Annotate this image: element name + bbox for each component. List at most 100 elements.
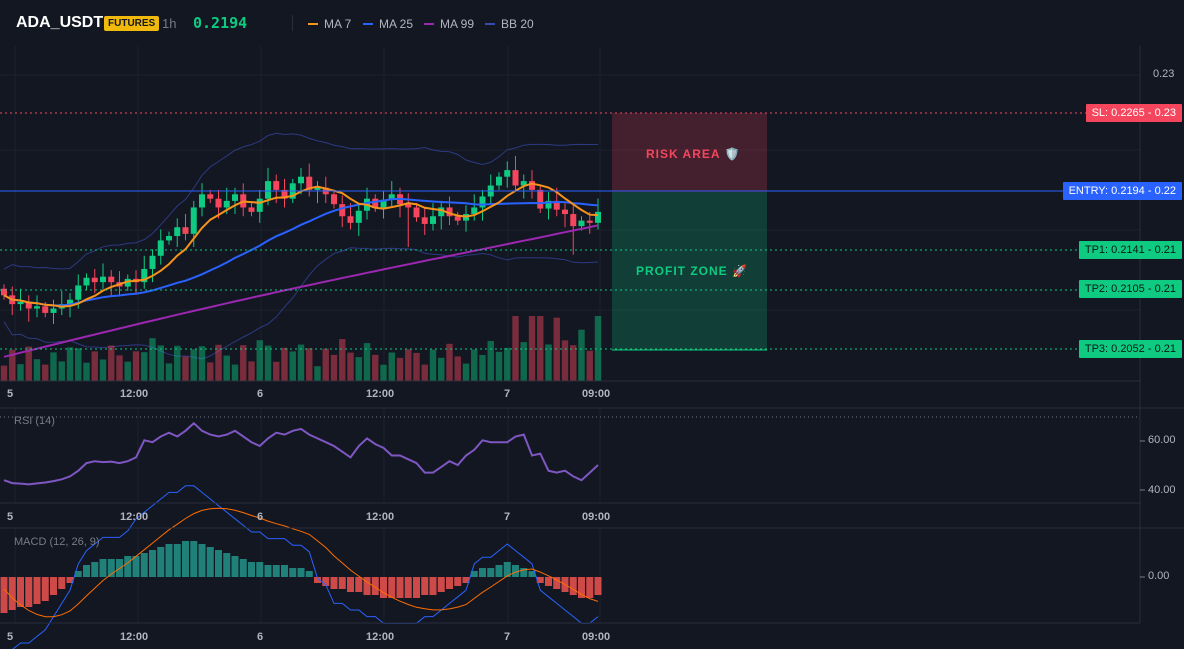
macd-label[interactable]: MACD (12, 26, 9) (14, 536, 100, 548)
volume-bar (570, 345, 577, 381)
macd-hist-bar (569, 577, 577, 595)
volume-bar (454, 356, 461, 381)
macd-hist-bar (83, 565, 90, 577)
legend-ma99[interactable]: MA 99 (424, 17, 474, 31)
symbol-name[interactable]: ADA_USDT (16, 14, 104, 31)
candle-body (50, 308, 57, 313)
bb-upper (3, 132, 598, 270)
candle-body (34, 306, 40, 309)
macd-hist-bar (99, 559, 107, 577)
candle-body (537, 189, 544, 209)
candle-body (124, 278, 131, 287)
macd-hist-bar (25, 577, 33, 607)
candle-body (578, 220, 585, 227)
volume-bars (0, 316, 602, 381)
ma25-line (3, 197, 599, 307)
volume-bar (578, 329, 585, 381)
time-axis-label: 6 (257, 511, 264, 523)
volume-bar (594, 316, 602, 381)
candle-body (504, 170, 511, 177)
volume-bar (396, 357, 404, 381)
volume-bar (561, 340, 569, 381)
candle-body (256, 198, 263, 212)
macd-hist-bar (404, 577, 412, 598)
macd-hist-bar (149, 550, 156, 577)
volume-bar (471, 349, 478, 381)
volume-bar (355, 357, 362, 381)
legend-bb20[interactable]: BB 20 (485, 17, 534, 31)
macd-hist-bar (272, 565, 280, 577)
macd-histogram (0, 541, 602, 613)
macd-hist-bar (479, 568, 486, 577)
legend-ma25[interactable]: MA 25 (363, 17, 413, 31)
entry-price-tag: ENTRY: 0.2194 - 0.22 (1062, 182, 1182, 200)
time-axis-label: 09:00 (582, 388, 611, 400)
volume-bar (58, 361, 65, 381)
volume-bar (372, 354, 379, 381)
rsi-line (3, 421, 599, 486)
macd-hist-bar (173, 544, 181, 577)
macd-hist-bar (380, 577, 387, 598)
timeframe-label[interactable]: 1h (162, 16, 177, 31)
rsi-tick-60: 60.00 (1148, 434, 1176, 446)
volume-bar (182, 356, 189, 381)
futures-badge: FUTURES (104, 16, 160, 31)
volume-bar (330, 354, 338, 381)
volume-bar (504, 347, 511, 381)
ma99-line (3, 224, 599, 358)
current-price: 0.2194 (193, 14, 248, 32)
rsi-label[interactable]: RSI (14) (14, 415, 55, 427)
macd-hist-bar (289, 568, 297, 577)
volume-bar (256, 340, 263, 381)
candle-body (149, 255, 156, 269)
macd-hist-bar (66, 577, 74, 583)
candle-body (380, 199, 387, 208)
volume-bar (413, 352, 420, 381)
tp2-price-tag: TP2: 0.2105 - 0.21 (1078, 280, 1182, 298)
macd-hist-bar (223, 553, 231, 577)
macd-hist-bar (190, 541, 198, 577)
candle-body (331, 194, 337, 205)
candle-body (17, 301, 24, 305)
volume-bar (314, 366, 321, 381)
volume-bar (223, 355, 230, 381)
candle-body (306, 176, 313, 190)
legend-label: MA 7 (324, 17, 352, 31)
volume-bar (124, 361, 131, 381)
macd-hist-bar (182, 541, 189, 577)
macd-hist-bar (371, 577, 379, 595)
time-axis-label: 7 (504, 631, 511, 643)
legend-ma7[interactable]: MA 7 (308, 17, 351, 31)
candle-body (265, 181, 271, 199)
volume-bar (0, 365, 8, 381)
time-axis-label: 12:00 (120, 631, 149, 643)
volume-bar (83, 362, 90, 381)
price-tick-top: 0.23 (1153, 68, 1175, 80)
volume-bar (520, 342, 527, 381)
candle-body (1, 288, 7, 296)
chart-header: ADA_USDT FUTURES 1h 0.2194 MA 7 MA 25 MA… (0, 0, 1184, 46)
volume-bar (380, 364, 387, 381)
macd-hist-bar (553, 577, 561, 589)
macd-hist-bar (132, 556, 140, 577)
macd-hist-bar (140, 553, 148, 577)
volume-bar (17, 364, 24, 381)
candle-body (25, 301, 32, 309)
legend-swatch-icon (485, 23, 495, 25)
macd-hist-bar (413, 577, 420, 598)
macd-hist-bar (512, 565, 519, 577)
macd-hist-bar (107, 559, 115, 577)
macd-hist-bar (124, 556, 132, 577)
volume-bar (462, 363, 470, 381)
macd-hist-bar (165, 544, 173, 577)
macd-signal-line (3, 507, 599, 618)
macd-hist-bar (264, 565, 272, 577)
candle-body (141, 268, 148, 283)
candle-body (553, 200, 560, 210)
volume-bar (149, 338, 156, 381)
volume-bar (99, 359, 107, 381)
candle-body (100, 276, 106, 283)
macd-hist-bar (536, 577, 544, 583)
time-axis-label: 5 (7, 388, 14, 400)
